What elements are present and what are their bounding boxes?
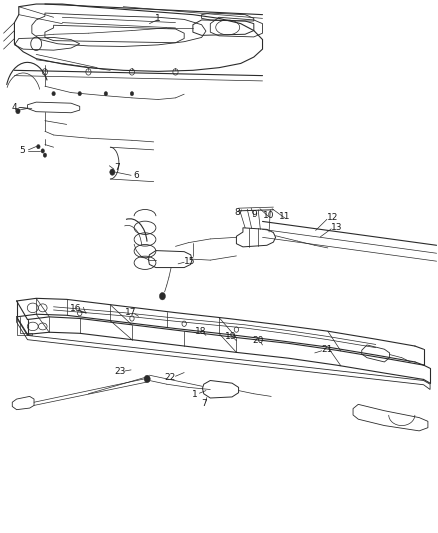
Circle shape bbox=[43, 153, 47, 157]
Text: 22: 22 bbox=[165, 373, 176, 382]
Text: 19: 19 bbox=[226, 332, 237, 341]
Text: 17: 17 bbox=[124, 308, 136, 317]
Text: 7: 7 bbox=[114, 163, 120, 172]
Text: 13: 13 bbox=[331, 223, 342, 232]
Text: 11: 11 bbox=[279, 212, 291, 221]
Text: 5: 5 bbox=[19, 147, 25, 156]
Circle shape bbox=[37, 144, 40, 149]
Circle shape bbox=[159, 293, 166, 300]
Circle shape bbox=[104, 92, 108, 96]
Text: 1: 1 bbox=[192, 390, 198, 399]
Circle shape bbox=[78, 92, 81, 96]
Circle shape bbox=[16, 109, 20, 114]
Text: 23: 23 bbox=[114, 367, 125, 376]
Text: 1: 1 bbox=[155, 14, 161, 23]
Circle shape bbox=[41, 149, 45, 153]
Text: 18: 18 bbox=[195, 327, 206, 336]
Text: 8: 8 bbox=[234, 208, 240, 217]
Text: 6: 6 bbox=[134, 171, 139, 180]
Circle shape bbox=[110, 169, 115, 175]
Circle shape bbox=[144, 375, 150, 383]
Text: 20: 20 bbox=[252, 336, 264, 345]
Text: 7: 7 bbox=[201, 399, 207, 408]
Circle shape bbox=[52, 92, 55, 96]
Text: 21: 21 bbox=[321, 345, 332, 354]
Text: 15: 15 bbox=[184, 257, 195, 265]
Text: 4: 4 bbox=[12, 103, 17, 112]
Text: 16: 16 bbox=[70, 304, 81, 313]
Circle shape bbox=[130, 92, 134, 96]
Text: 12: 12 bbox=[327, 213, 339, 222]
Text: 10: 10 bbox=[263, 211, 274, 220]
Text: 9: 9 bbox=[251, 209, 257, 219]
